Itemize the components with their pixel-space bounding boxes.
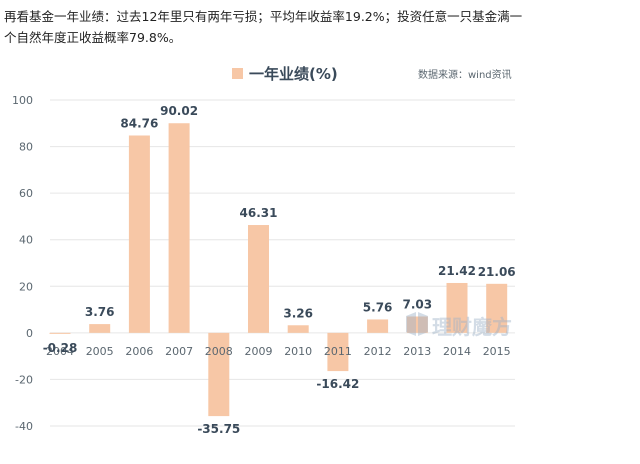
bar-value-label: -35.75 (197, 422, 240, 436)
x-tick-label: 2010 (284, 345, 312, 358)
x-tick-label: 2012 (364, 345, 392, 358)
bar-value-label: 46.31 (240, 206, 278, 220)
watermark: 理财魔方 (406, 312, 512, 339)
x-tick-label: 2007 (165, 345, 193, 358)
y-tick-label: 0 (26, 327, 33, 340)
bar-2005 (89, 324, 111, 333)
x-tick-label: 2005 (86, 345, 114, 358)
y-tick-label: 60 (19, 187, 33, 200)
bar-value-label: -16.42 (316, 377, 359, 391)
bar-2014 (446, 282, 468, 333)
y-axis-tick-labels: -40 -20 0 20 40 60 80 100 (12, 94, 33, 433)
bar-value-label: 84.76 (120, 116, 158, 130)
x-tick-label: 2009 (245, 345, 273, 358)
x-tick-label: 2008 (205, 345, 233, 358)
grid-lines (50, 99, 515, 427)
y-tick-label: 80 (19, 141, 33, 154)
legend-swatch (232, 68, 243, 79)
bar-2013 (406, 316, 428, 333)
bar-2006 (128, 135, 150, 333)
bar-value-label: 5.76 (363, 300, 393, 314)
x-tick-label: 2014 (443, 345, 471, 358)
legend-label: 一年业绩(%) (249, 65, 338, 83)
bar-value-label: 90.02 (160, 104, 198, 118)
x-tick-label: 2011 (324, 345, 352, 358)
x-tick-label: 2006 (125, 345, 153, 358)
y-tick-label: -20 (15, 373, 33, 386)
bar-2009 (248, 225, 269, 333)
intro-text: 再看基金一年业绩：过去12年里只有两年亏损；平均年收益率19.2%；投资任意一只… (4, 9, 523, 45)
bar-value-label: 7.03 (402, 297, 432, 311)
y-tick-label: 40 (19, 234, 33, 247)
bar-value-label: 21.42 (438, 264, 476, 278)
y-tick-label: 100 (12, 94, 33, 107)
bar-2012 (367, 319, 389, 333)
data-source-note: 数据来源：wind资讯 (418, 68, 512, 81)
x-tick-label: 2004 (46, 345, 74, 358)
annual-performance-bar-chart: 一年业绩(%) 数据来源：wind资讯 -40 -20 0 20 40 60 80 100 2… (12, 65, 516, 436)
bar-value-label: 3.76 (85, 305, 115, 319)
bar-2011 (327, 332, 349, 372)
y-tick-label: -40 (15, 420, 33, 433)
bar-2007 (168, 123, 190, 333)
bar-2010 (287, 325, 309, 333)
bar-2004 (49, 332, 71, 334)
bar-value-label: 21.06 (478, 265, 516, 279)
bar-value-label: 3.26 (283, 306, 313, 320)
x-tick-label: 2015 (483, 345, 511, 358)
x-axis-tick-labels: 2004 2005 2006 2007 2008 2009 2010 2011 2012 2013… (46, 345, 511, 358)
watermark-logo-icon (406, 312, 428, 336)
x-tick-label: 2013 (403, 345, 431, 358)
bar-2008 (208, 332, 230, 417)
watermark-text: 理财魔方 (432, 315, 512, 339)
bars (49, 123, 508, 417)
y-tick-label: 20 (19, 280, 33, 293)
bar-value-label: -0.28 (43, 341, 78, 355)
bar-2015 (486, 283, 508, 333)
chart-legend: 一年业绩(%) (232, 65, 338, 83)
